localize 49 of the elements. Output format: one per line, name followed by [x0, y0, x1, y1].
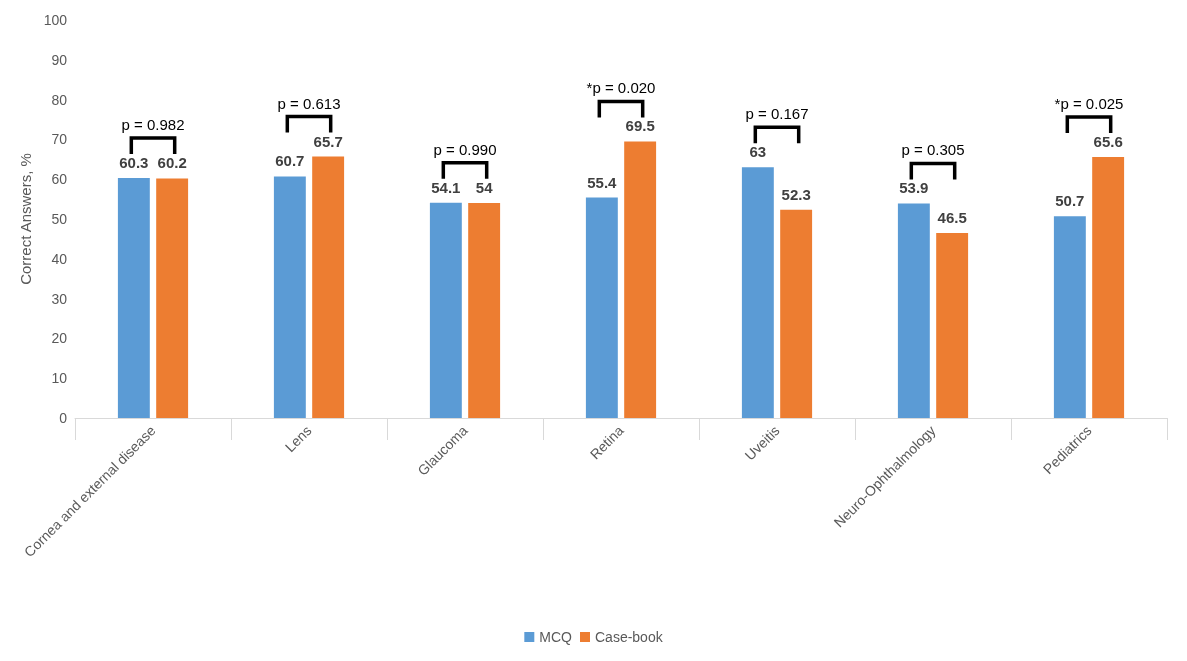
- bar: [585, 197, 618, 418]
- bar: [624, 141, 657, 418]
- data-label: 54.1: [431, 178, 461, 196]
- legend-label: Case-book: [594, 629, 664, 645]
- data-label: 69.5: [625, 117, 655, 135]
- data-label: 53.9: [899, 179, 929, 197]
- annotation: p = 0.982: [121, 116, 185, 134]
- y-tick-label: 0: [59, 410, 68, 426]
- bar: [936, 232, 969, 418]
- bar: [1092, 156, 1125, 418]
- y-axis-title: Correct Answers, %: [16, 153, 34, 285]
- data-label: 55.4: [587, 173, 618, 191]
- bar: [780, 209, 813, 418]
- data-label: 54: [475, 179, 494, 197]
- data-label: 52.3: [781, 185, 811, 203]
- data-label: 50.7: [1055, 192, 1085, 210]
- y-tick-label: 40: [51, 250, 68, 267]
- data-label: 60.2: [157, 154, 187, 172]
- annotation: p = 0.167: [745, 105, 809, 123]
- y-tick-label: 60: [51, 171, 68, 188]
- annotation: p = 0.990: [433, 140, 497, 158]
- bar: [468, 203, 501, 418]
- bar: [1053, 216, 1086, 418]
- bar: [273, 176, 306, 418]
- bar: [741, 167, 774, 418]
- y-tick-label: 20: [51, 330, 68, 347]
- bar: [117, 178, 150, 418]
- data-label: 65.7: [313, 132, 343, 150]
- data-label: 46.5: [937, 208, 967, 226]
- annotation: *p = 0.025: [1054, 94, 1124, 112]
- data-label: 65.6: [1093, 132, 1123, 150]
- annotation: *p = 0.020: [586, 79, 656, 97]
- y-tick-label: 50: [51, 211, 68, 227]
- bar: [312, 156, 345, 418]
- data-label: 60.7: [275, 152, 305, 170]
- data-label: 63: [749, 143, 767, 161]
- annotation: p = 0.613: [277, 94, 341, 112]
- bar: [897, 203, 930, 418]
- y-tick-label: 90: [51, 51, 68, 68]
- data-label: 60.3: [119, 154, 149, 172]
- bar: [156, 178, 189, 418]
- y-tick-label: 10: [51, 370, 68, 387]
- y-tick-label: 70: [51, 131, 68, 148]
- y-tick-label: 100: [43, 12, 68, 28]
- bar: [429, 202, 462, 418]
- y-tick-label: 30: [51, 290, 68, 307]
- y-tick-label: 80: [51, 91, 68, 108]
- annotation: p = 0.305: [901, 141, 965, 159]
- legend-label: MCQ: [539, 629, 573, 645]
